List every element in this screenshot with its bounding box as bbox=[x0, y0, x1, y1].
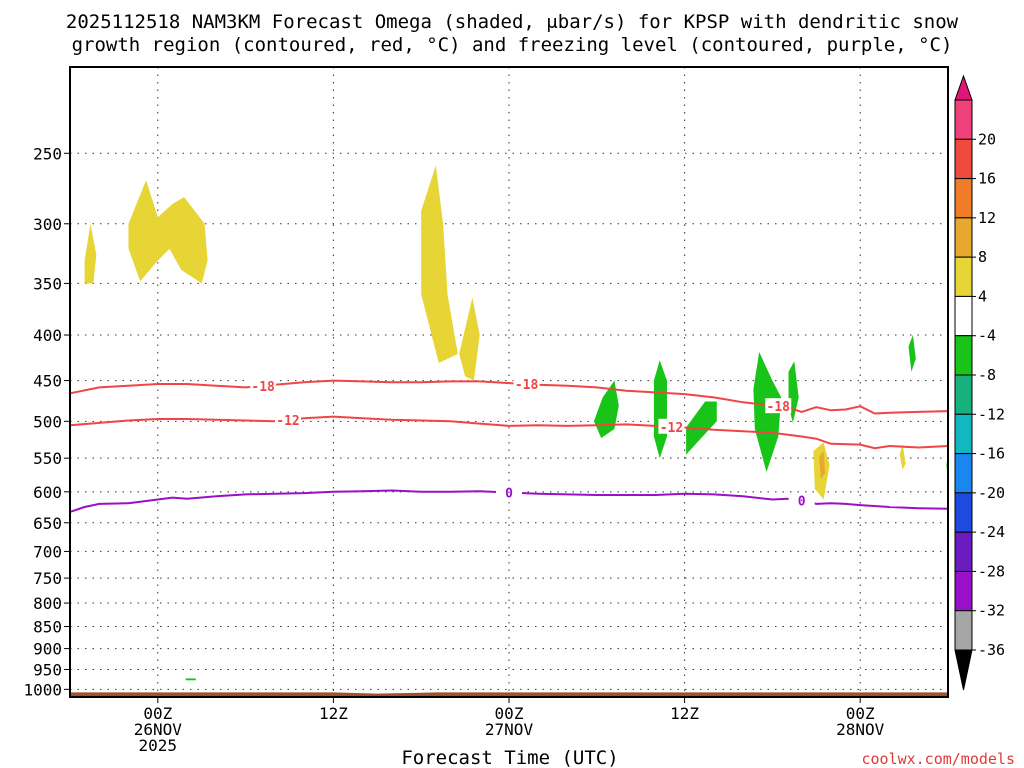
contour-label-bg bbox=[275, 411, 302, 427]
omega-region-12 bbox=[908, 335, 916, 372]
colorbar-label: 16 bbox=[978, 170, 996, 188]
y-tick-label: 950 bbox=[33, 661, 62, 680]
colorbar-bin bbox=[954, 295, 973, 337]
contour-label-bg bbox=[496, 484, 522, 500]
x-tick-label: 12Z bbox=[670, 704, 699, 723]
y-tick-label: 900 bbox=[33, 640, 62, 659]
colorbar-label: 4 bbox=[978, 287, 987, 305]
omega-region-0 bbox=[84, 223, 97, 284]
colorbar-label: -8 bbox=[978, 366, 996, 384]
chart-title-line-1: 2025112518 NAM3KM Forecast Omega (shaded… bbox=[66, 11, 959, 33]
y-tick-label: 550 bbox=[33, 449, 62, 468]
omega-region-7 bbox=[593, 380, 619, 438]
x-tick-label: 28NOV bbox=[836, 720, 885, 739]
colorbar-bin bbox=[954, 413, 973, 455]
omega-region-6 bbox=[899, 443, 906, 470]
contour-label: -12 bbox=[660, 421, 683, 436]
x-tick-label: 00Z bbox=[846, 704, 875, 723]
colorbar-label: 8 bbox=[978, 248, 987, 266]
colorbar-bin bbox=[954, 531, 973, 572]
colorbar-bin bbox=[954, 570, 973, 612]
x-tick-label: 26NOV bbox=[134, 720, 183, 739]
contour-label-bg bbox=[513, 376, 540, 392]
x-tick-label: 27NOV bbox=[485, 720, 534, 739]
colorbar-bin bbox=[954, 99, 973, 140]
colorbar-label: -16 bbox=[978, 445, 1005, 463]
colorbar-bin bbox=[954, 492, 973, 533]
y-tick-label: 700 bbox=[33, 542, 62, 561]
colorbar-bin bbox=[954, 138, 973, 180]
colorbar-label: -20 bbox=[978, 484, 1005, 502]
omega-region-14 bbox=[185, 678, 196, 681]
colorbar-bin bbox=[954, 453, 973, 494]
y-tick-label: 800 bbox=[33, 594, 62, 613]
colorbar-bin bbox=[954, 374, 973, 415]
contour-line-1 bbox=[69, 415, 949, 450]
credit-text: coolwx.com/models bbox=[861, 750, 1015, 768]
y-tick-label: 250 bbox=[33, 144, 62, 163]
colorbar-label: -32 bbox=[978, 602, 1005, 620]
y-tick-label: 450 bbox=[33, 372, 62, 391]
contour-line-2 bbox=[69, 489, 949, 513]
plot-area: -18 -18 -18 -12 -12 0 0 250 300 350 400 450 500 550 60… bbox=[23, 66, 949, 755]
contour-label: -12 bbox=[276, 414, 299, 429]
colorbar-top-arrow bbox=[954, 74, 973, 101]
colorbar-bin bbox=[954, 217, 973, 258]
colorbar-label: 20 bbox=[978, 130, 996, 148]
contour-label: -18 bbox=[515, 378, 539, 393]
contour-label: -18 bbox=[251, 380, 275, 395]
contour-label: 0 bbox=[798, 495, 806, 510]
y-tick-label: 400 bbox=[33, 326, 62, 345]
colorbar-bin bbox=[954, 335, 973, 376]
y-tick-label: 650 bbox=[33, 514, 62, 533]
contour-label-bg bbox=[658, 418, 685, 434]
x-tick-label: 00Z bbox=[143, 704, 172, 723]
contour-label-bg bbox=[788, 492, 815, 508]
x-axis-label: Forecast Time (UTC) bbox=[401, 747, 618, 768]
omega-region-5 bbox=[819, 451, 826, 479]
x-tick-label: 00Z bbox=[495, 704, 524, 723]
contour-line-0 bbox=[69, 379, 949, 415]
y-tick-label: 850 bbox=[33, 617, 62, 636]
terrain-fill bbox=[70, 692, 948, 697]
y-tick-label: 300 bbox=[33, 215, 62, 234]
x-tick-label: 12Z bbox=[319, 704, 348, 723]
contour-label: -18 bbox=[767, 400, 791, 415]
colorbar-label: 12 bbox=[978, 209, 996, 227]
colorbar-bin bbox=[954, 256, 973, 297]
colorbar-label: -12 bbox=[978, 405, 1005, 423]
colorbar-label: -36 bbox=[978, 641, 1005, 659]
colorbar-bottom-arrow bbox=[954, 649, 973, 691]
y-tick-label: 600 bbox=[33, 483, 62, 502]
chart-title-line-2: growth region (contoured, red, °C) and f… bbox=[72, 34, 953, 56]
colorbar-bin bbox=[954, 610, 973, 651]
y-tick-label: 750 bbox=[33, 569, 62, 588]
contour-label-bg bbox=[765, 398, 792, 414]
x-tick-label: 2025 bbox=[139, 736, 178, 755]
colorbar-bin bbox=[954, 178, 973, 219]
colorbar: 20 16 12 8 4 -4 -8 -12 -16 -20 -24 -28 -32 -36 bbox=[954, 74, 1005, 691]
colorbar-label: -28 bbox=[978, 562, 1005, 580]
omega-region-3 bbox=[459, 297, 480, 381]
omega-region-8 bbox=[653, 360, 667, 459]
y-tick-label: 1000 bbox=[23, 680, 62, 699]
omega-region-1 bbox=[128, 180, 208, 284]
contour-label: 0 bbox=[505, 486, 513, 501]
colorbar-label: -4 bbox=[978, 327, 996, 345]
colorbar-label: -24 bbox=[978, 523, 1005, 541]
y-tick-label: 350 bbox=[33, 274, 62, 293]
contour-label-bg bbox=[250, 377, 277, 393]
y-tick-label: 500 bbox=[33, 412, 62, 431]
omega-region-11 bbox=[788, 361, 799, 423]
omega-region-2 bbox=[421, 165, 458, 363]
